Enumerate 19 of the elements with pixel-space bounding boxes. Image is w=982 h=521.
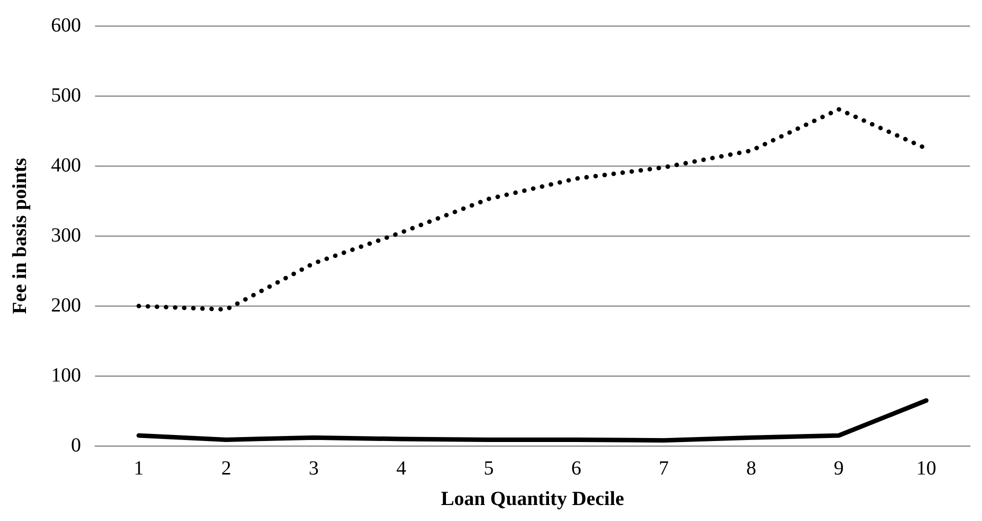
x-axis-title: Loan Quantity Decile	[440, 488, 624, 510]
x-tick-label: 9	[834, 457, 844, 480]
y-tick-label: 100	[51, 364, 81, 386]
x-tick-label: 4	[396, 457, 406, 480]
x-tick-label: 2	[221, 457, 232, 480]
x-tick-label: 10	[916, 457, 936, 480]
x-tick-label: 7	[658, 457, 669, 480]
x-tick-label: 8	[746, 457, 756, 480]
y-tick-label: 200	[51, 294, 81, 316]
y-axis-title: Fee in basis points	[9, 158, 32, 314]
y-tick-label: 0	[71, 434, 81, 456]
x-tick-label: 5	[484, 457, 494, 480]
y-tick-label: 400	[51, 154, 81, 176]
y-tick-label: 300	[51, 224, 81, 246]
x-tick-label: 1	[134, 457, 144, 480]
x-tick-label: 6	[571, 457, 582, 480]
y-tick-label: 500	[51, 84, 81, 106]
x-tick-label: 3	[308, 457, 319, 480]
y-tick-label: 600	[51, 14, 81, 36]
